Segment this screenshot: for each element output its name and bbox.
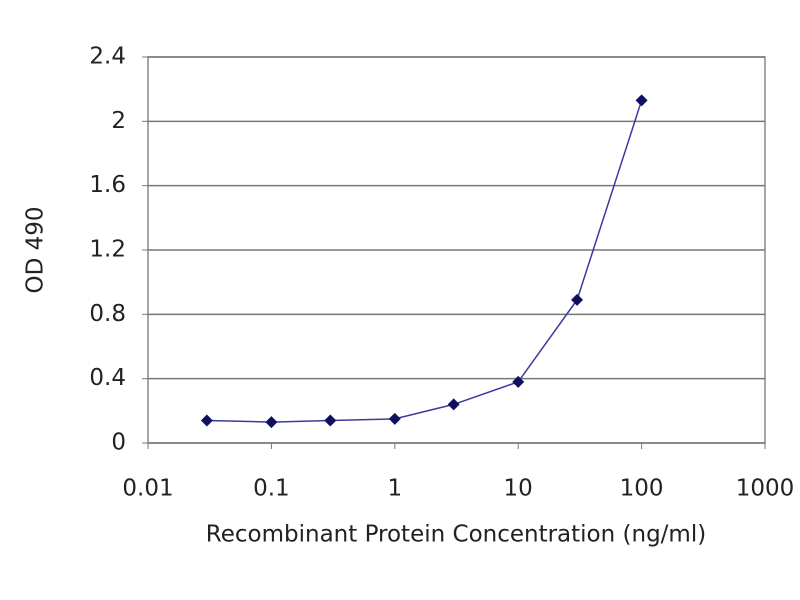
y-tick-label: 0.4 [89, 365, 126, 391]
data-point [324, 414, 337, 427]
x-tick-label: 0.1 [253, 476, 290, 502]
y-tick-label: 1.6 [89, 172, 126, 198]
data-point [388, 412, 401, 425]
x-tick-label: 1000 [736, 476, 795, 502]
y-tick-label: 0.8 [89, 301, 126, 327]
x-tick-label: 100 [620, 476, 664, 502]
y-tick-label: 1.2 [89, 237, 126, 263]
data-point [265, 416, 278, 429]
y-tick-label: 0 [111, 430, 126, 456]
y-tick-label: 2.4 [89, 44, 126, 70]
y-tick-label: 2 [111, 108, 126, 134]
data-point [635, 94, 648, 107]
data-point [447, 398, 460, 411]
y-axis-title: OD 490 [23, 206, 49, 293]
data-point [571, 293, 584, 306]
data-point [512, 375, 525, 388]
data-line [206, 100, 643, 423]
x-tick-label: 1 [387, 476, 402, 502]
x-axis-title: Recombinant Protein Concentration (ng/ml… [206, 522, 706, 548]
x-tick-label: 10 [504, 476, 533, 502]
x-tick-label: 0.01 [122, 476, 173, 502]
data-point [200, 414, 213, 427]
